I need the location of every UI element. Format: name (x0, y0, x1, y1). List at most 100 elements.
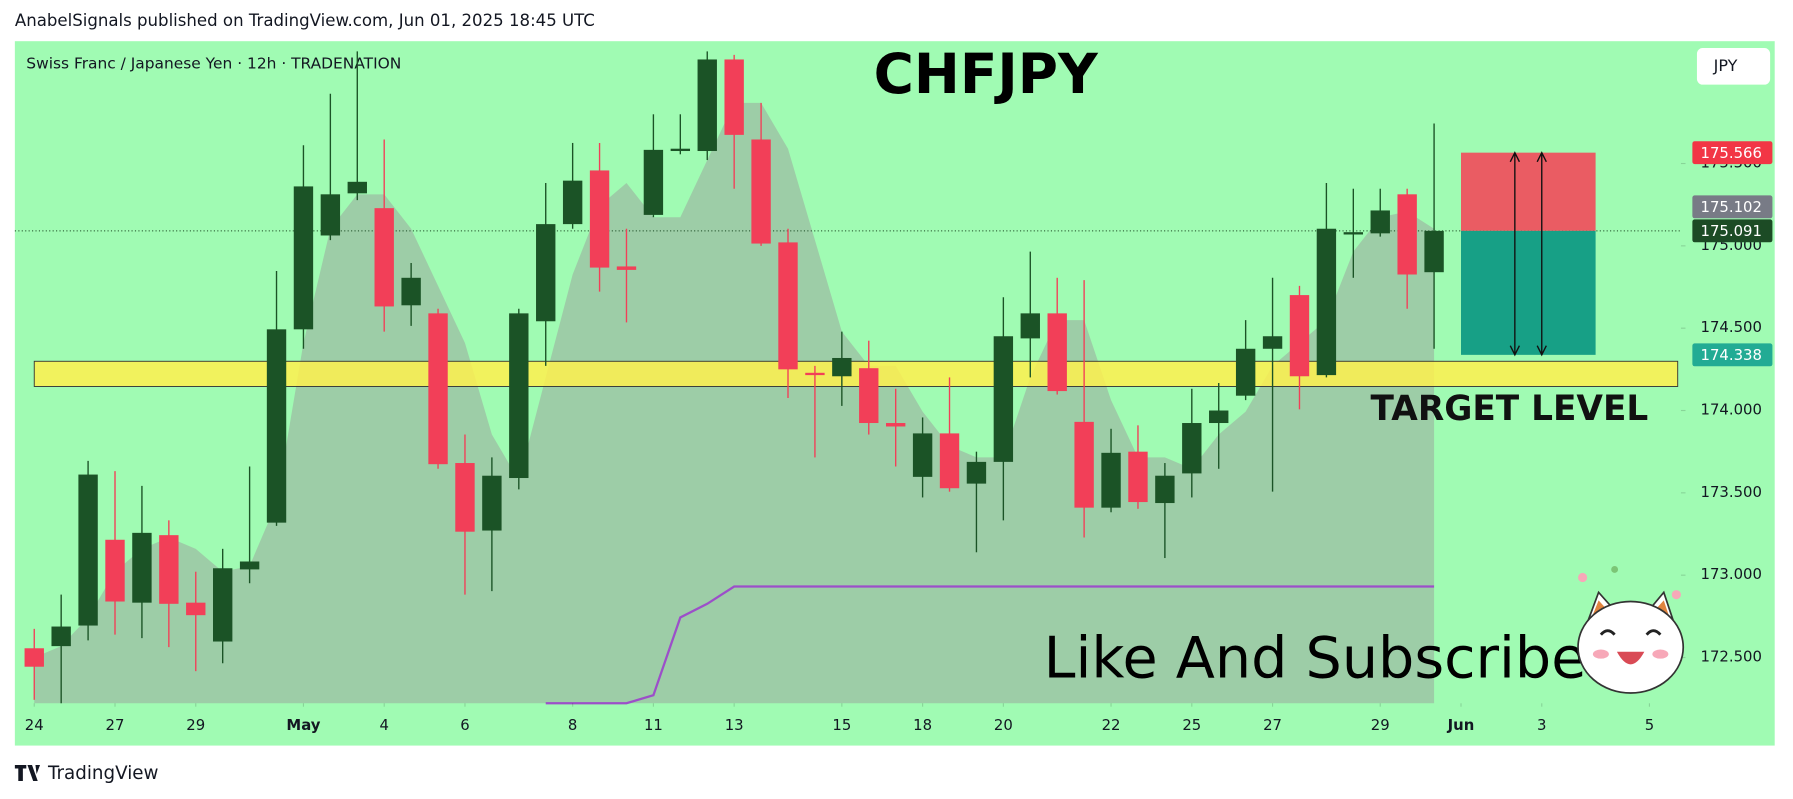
x-tick-label: 18 (913, 716, 932, 734)
candle-body (1047, 313, 1067, 392)
x-tick-label: 6 (460, 716, 469, 734)
y-tick-label: 173.000 (1701, 565, 1762, 583)
candle-body (1128, 451, 1148, 503)
x-tick-label: 3 (1537, 716, 1546, 734)
candle-body (562, 180, 583, 225)
x-tick-label: 29 (186, 716, 205, 734)
price-label: 175.566 (1701, 144, 1762, 162)
candle-body (320, 194, 341, 236)
plot: 172.500 173.000 173.500 174.000 174.500 175.0… (14, 51, 1773, 734)
candle-body (266, 329, 287, 523)
candle-body (1235, 348, 1256, 396)
stop-box (1461, 152, 1596, 231)
subscribe-label: Like And Subscribe (1044, 626, 1587, 692)
candle-body (455, 463, 475, 532)
symbol-legend: Swiss Franc / Japanese Yen · 12h · TRADE… (26, 55, 401, 73)
publisher-header: AnabelSignals published on TradingView.c… (15, 11, 595, 30)
candle-body (670, 148, 691, 152)
candle-body (1370, 210, 1390, 234)
price-label: 175.091 (1701, 222, 1762, 240)
range-arrow (1536, 151, 1547, 357)
candle-body (1289, 295, 1310, 377)
x-tick-label: 15 (832, 716, 851, 734)
range-arrow (1509, 151, 1521, 357)
candle-body (966, 461, 987, 484)
candle-body (912, 433, 933, 477)
price-label-box (1692, 141, 1773, 165)
candle-body (347, 181, 367, 194)
candle-body (832, 357, 852, 377)
currency-button[interactable] (1696, 48, 1771, 85)
x-tick-label: 27 (106, 716, 125, 734)
x-tick-label: 11 (644, 716, 663, 734)
candle-body (374, 208, 394, 307)
candle-body (1316, 228, 1337, 376)
footer-brand: TradingView (47, 763, 159, 784)
candle-body (159, 535, 179, 604)
x-tick-label: Jun (1447, 716, 1475, 734)
candle-body (751, 139, 771, 244)
x-tick-label: 22 (1102, 716, 1121, 734)
x-tick-label: 25 (1182, 716, 1201, 734)
footer: TradingView (14, 763, 159, 784)
candle-body (1155, 475, 1175, 504)
x-tick-label: 29 (1371, 716, 1390, 734)
candle-body (1074, 421, 1094, 508)
candle-body (859, 368, 879, 424)
candle-body (482, 475, 502, 531)
target-box (1461, 230, 1596, 355)
chart-title: CHFJPY (874, 42, 1099, 106)
candle-body (1020, 313, 1040, 339)
price-label: 174.338 (1701, 346, 1762, 364)
candle-body (401, 277, 421, 306)
candle-body (643, 149, 664, 215)
candle-body (589, 170, 610, 268)
candle-body (24, 648, 44, 667)
candle-body (186, 602, 206, 616)
candle-body (428, 313, 448, 465)
candle-body (1182, 423, 1202, 474)
candle-body (1343, 232, 1364, 235)
target-level-label: TARGET LEVEL (1371, 389, 1649, 429)
candle-body (51, 626, 71, 647)
candle-body (939, 433, 960, 489)
candle-body (293, 186, 314, 330)
y-tick-label: 172.500 (1701, 647, 1762, 665)
x-tick-label: 8 (568, 716, 577, 734)
x-tick-label: May (286, 716, 320, 734)
price-label-box (1692, 343, 1773, 367)
candle-body (132, 532, 152, 603)
y-tick-label: 174.500 (1701, 318, 1762, 336)
x-tick-label: 5 (1645, 716, 1654, 734)
indicator-line (545, 585, 1435, 705)
candle-body (993, 336, 1014, 462)
y-tick-label: 173.500 (1701, 483, 1762, 501)
candle-body (616, 266, 637, 270)
x-tick-label: 20 (994, 716, 1013, 734)
candle-body (1101, 452, 1121, 508)
candle-body (105, 539, 125, 602)
x-tick-label: 4 (379, 716, 388, 734)
x-tick-label: 24 (25, 716, 44, 734)
candle-body (778, 242, 798, 370)
x-tick-label: 13 (725, 716, 744, 734)
candle-body (885, 423, 906, 427)
candle-body (536, 224, 556, 322)
candle-body (1209, 410, 1229, 424)
cat-sticker (1577, 566, 1685, 694)
candle-body (724, 59, 744, 135)
price-label: 175.102 (1701, 198, 1762, 216)
candle-body (1262, 336, 1283, 349)
price-label-box (1692, 195, 1773, 219)
candle-body (78, 474, 98, 626)
target-zone (33, 360, 1679, 387)
y-tick-label: 174.000 (1701, 401, 1762, 419)
candle-body (1424, 230, 1444, 273)
candle-body (212, 568, 233, 642)
candle-body (697, 59, 717, 152)
candle-body (805, 372, 825, 376)
x-tick-label: 27 (1263, 716, 1282, 734)
candle-body (509, 313, 529, 479)
candle-body (239, 561, 260, 570)
